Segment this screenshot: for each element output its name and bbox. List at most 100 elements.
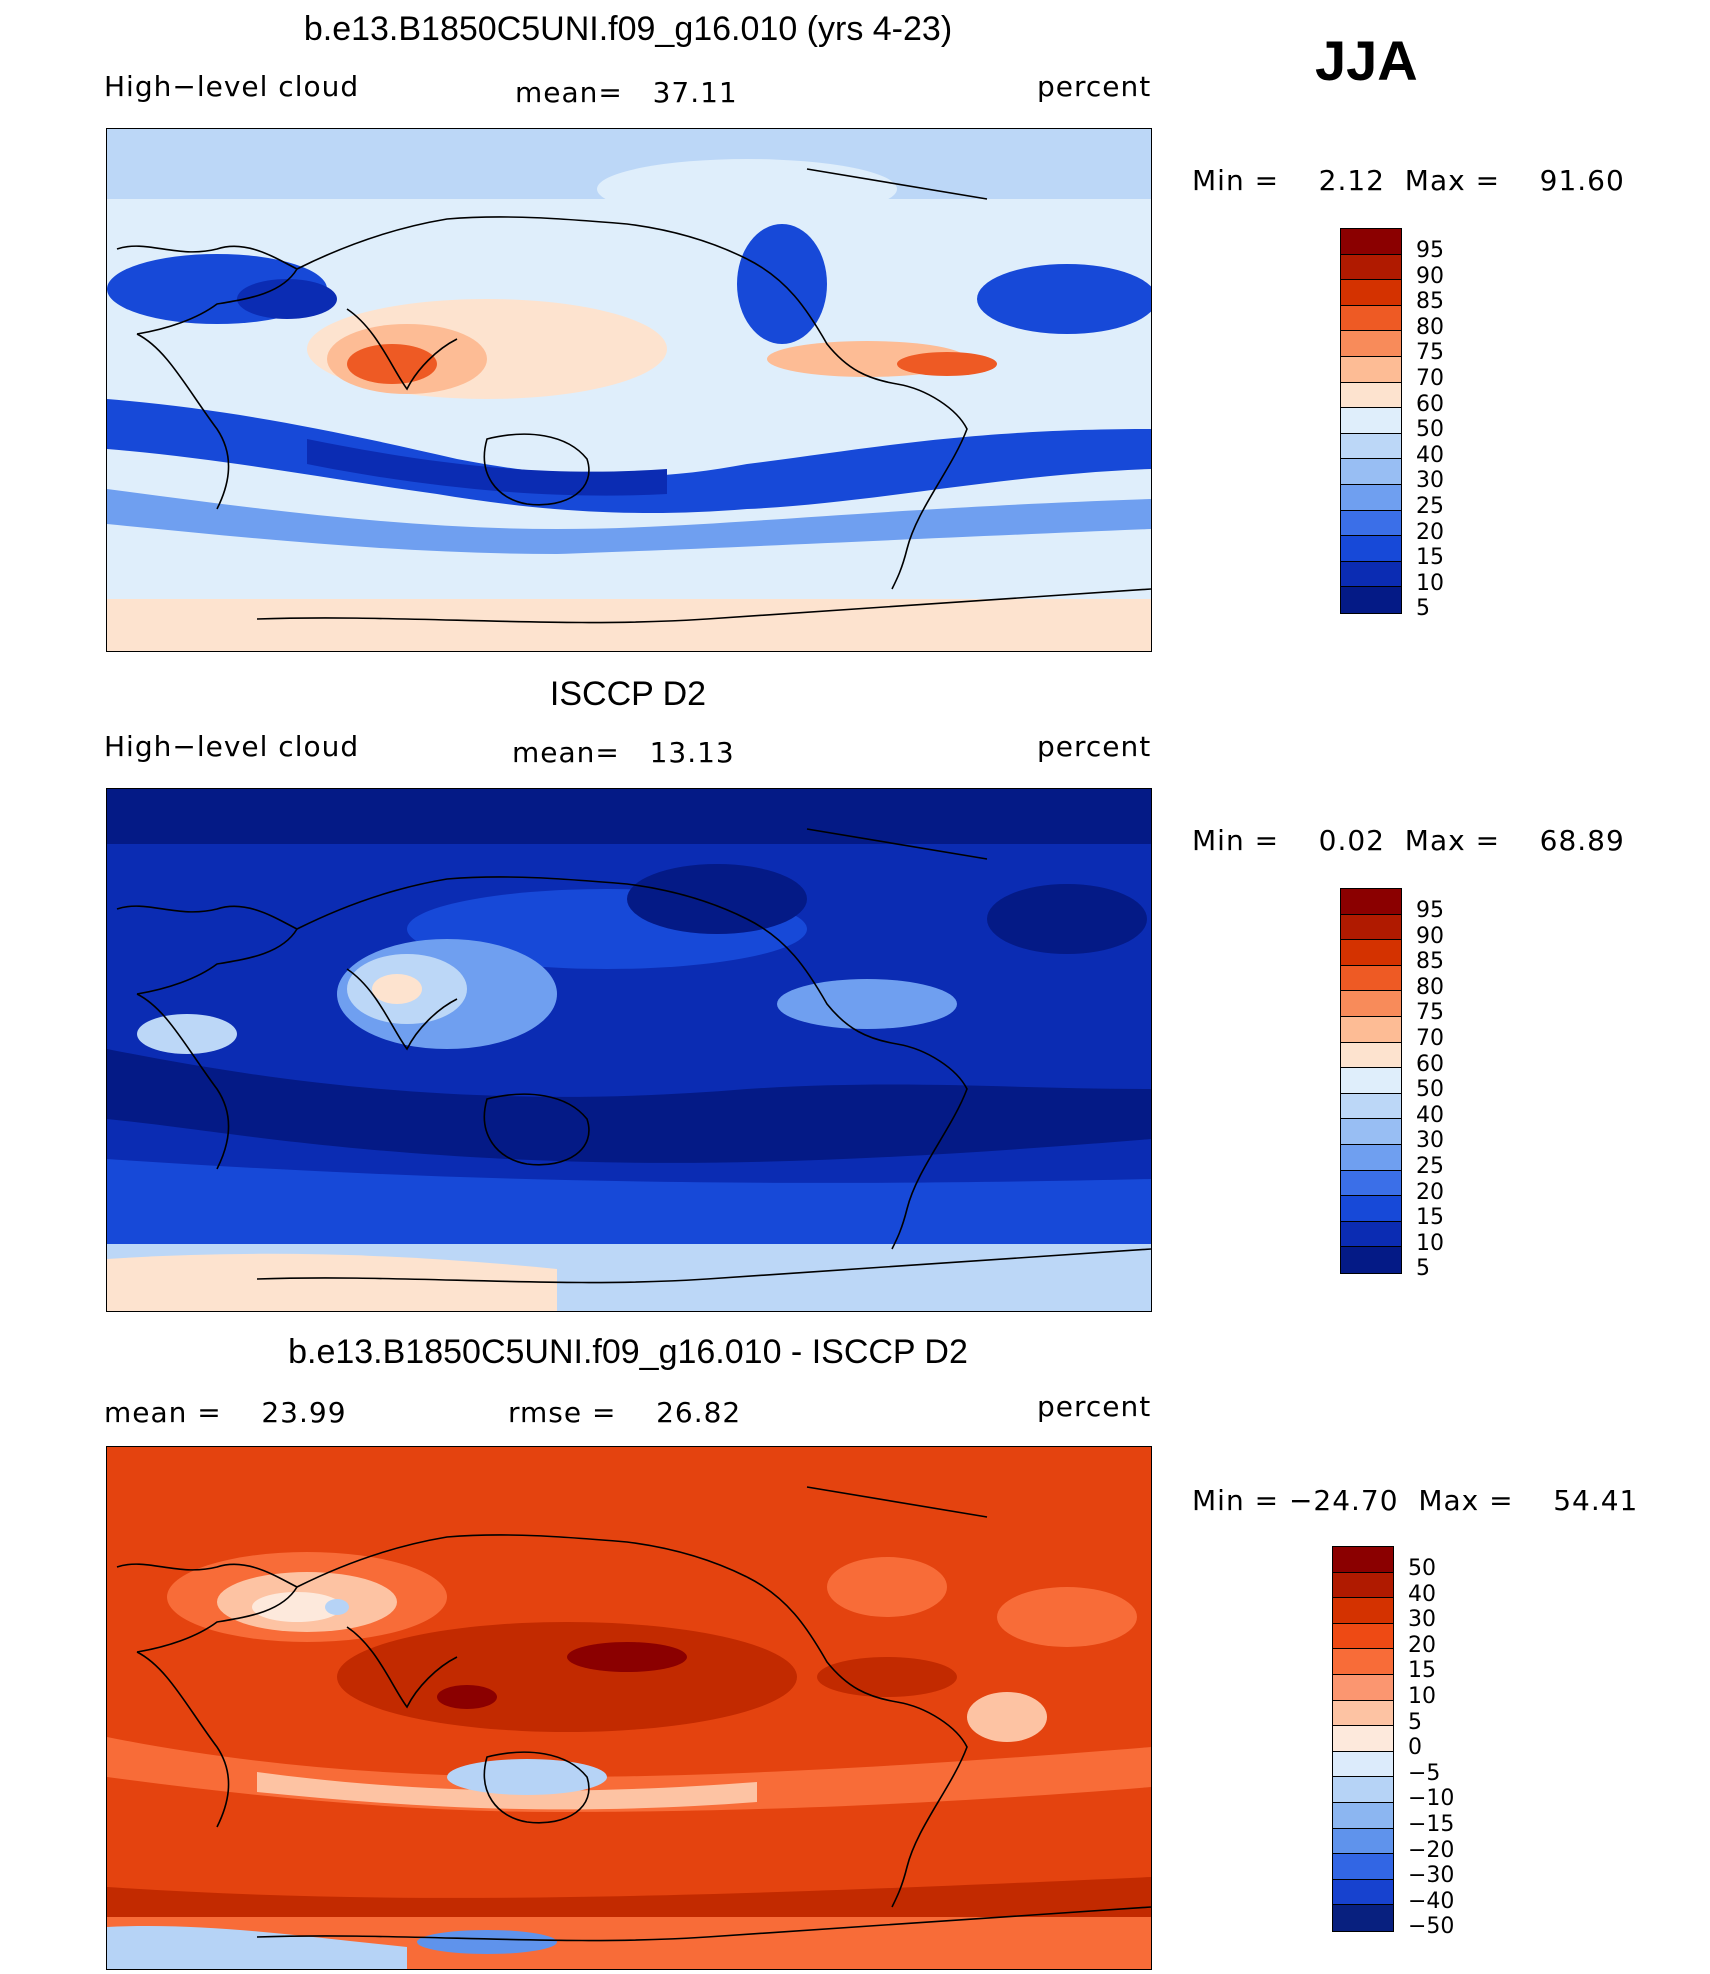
p3-wp-deep bbox=[437, 1685, 497, 1709]
p3-amazon-pale bbox=[967, 1692, 1047, 1742]
colorbar-swatch bbox=[1341, 940, 1401, 966]
panel1-minmax: Min = 2.12 Max = 91.60 bbox=[1192, 164, 1625, 197]
colorbar-swatch bbox=[1341, 991, 1401, 1017]
colorbar-tick-label: −5 bbox=[1408, 1760, 1441, 1786]
p3-namer-light bbox=[827, 1557, 947, 1617]
colorbar-tick-label: −40 bbox=[1408, 1888, 1455, 1914]
colorbar-tick-label: 95 bbox=[1416, 238, 1444, 263]
colorbar-tick-label: 75 bbox=[1416, 1000, 1444, 1026]
colorbar-swatch bbox=[1333, 1905, 1393, 1931]
colorbar-swatch bbox=[1333, 1547, 1393, 1573]
colorbar-swatch bbox=[1341, 254, 1401, 281]
colorbar-swatch bbox=[1341, 587, 1401, 613]
colorbar-tick-label: 25 bbox=[1416, 1154, 1444, 1179]
panel1-mean: mean= 37.11 bbox=[515, 76, 738, 109]
colorbar-tick-label: 60 bbox=[1416, 1051, 1444, 1077]
panel3-units: percent bbox=[1037, 1390, 1152, 1423]
colorbar-tick-label: 25 bbox=[1416, 494, 1444, 519]
colorbar-tick-label: −30 bbox=[1408, 1863, 1455, 1889]
colorbar-tick-label: −50 bbox=[1408, 1914, 1455, 1940]
colorbar-tick-label: 5 bbox=[1416, 596, 1430, 622]
colorbar-tick-label: 5 bbox=[1416, 1256, 1430, 1282]
colorbar-swatch bbox=[1333, 1674, 1393, 1701]
p3-aus-blue bbox=[447, 1759, 607, 1795]
panel3-minmax: Min = −24.70 Max = 54.41 bbox=[1192, 1484, 1639, 1517]
colorbar-swatch bbox=[1341, 1247, 1401, 1273]
colorbar-tick-label: 20 bbox=[1408, 1632, 1436, 1658]
colorbar-swatch bbox=[1341, 229, 1401, 255]
colorbar-tick-label: 10 bbox=[1408, 1684, 1436, 1709]
p2-asia-warm bbox=[372, 974, 422, 1004]
colorbar-tick-label: 40 bbox=[1416, 1102, 1444, 1128]
p3-south-dark bbox=[107, 1877, 1151, 1929]
p3-pac-dark bbox=[337, 1622, 797, 1732]
colorbar-swatch bbox=[1341, 356, 1401, 383]
p1-arctic-warm bbox=[597, 159, 897, 219]
colorbar-tick-label: 15 bbox=[1416, 1205, 1444, 1231]
p3-antarctic-bluer bbox=[417, 1930, 557, 1954]
colorbar-tick-label: 90 bbox=[1416, 923, 1444, 949]
colorbar-swatch bbox=[1333, 1854, 1393, 1880]
colorbar-swatch bbox=[1333, 1726, 1393, 1752]
p1-base bbox=[107, 129, 1151, 651]
colorbar-swatch bbox=[1341, 1093, 1401, 1120]
colorbar-tick-label: 30 bbox=[1416, 1128, 1444, 1154]
colorbar-tick-label: 50 bbox=[1416, 417, 1444, 443]
panel2-minmax: Min = 0.02 Max = 68.89 bbox=[1192, 824, 1625, 857]
colorbar-tick-label: 20 bbox=[1416, 1179, 1444, 1205]
colorbar-swatch bbox=[1341, 536, 1401, 562]
colorbar-swatch bbox=[1341, 433, 1401, 460]
panel2-map bbox=[106, 788, 1152, 1312]
panel3-mean: mean = 23.99 bbox=[104, 1396, 347, 1429]
colorbar-tick-label: 50 bbox=[1408, 1556, 1436, 1581]
colorbar-swatch bbox=[1341, 1196, 1401, 1222]
p1-deep-band bbox=[307, 439, 667, 496]
colorbar-tick-label: 40 bbox=[1416, 442, 1444, 468]
p3-coastlines bbox=[116, 1486, 1151, 1942]
panel2-variable: High−level cloud bbox=[104, 730, 360, 763]
colorbar-swatch bbox=[1341, 1016, 1401, 1043]
colorbar-swatch bbox=[1341, 305, 1401, 332]
colorbar-tick-label: 60 bbox=[1416, 391, 1444, 417]
colorbar-tick-label: −10 bbox=[1408, 1786, 1455, 1812]
colorbar-swatch bbox=[1341, 382, 1401, 409]
p3-itcz-dark bbox=[817, 1657, 957, 1697]
colorbar-swatch bbox=[1341, 561, 1401, 588]
season-label: JJA bbox=[1315, 29, 1418, 92]
p2-deep-band bbox=[107, 1049, 1151, 1163]
colorbar-tick-label: 30 bbox=[1416, 468, 1444, 494]
panel2-units: percent bbox=[1037, 730, 1152, 763]
colorbar-tick-label: 80 bbox=[1416, 974, 1444, 1000]
colorbar-tick-label: 95 bbox=[1416, 898, 1444, 923]
colorbar-swatch bbox=[1341, 1144, 1401, 1171]
p2-npac-deep bbox=[627, 864, 807, 934]
panel1-variable: High−level cloud bbox=[104, 70, 360, 103]
colorbar-swatch bbox=[1341, 1170, 1401, 1197]
colorbar-swatch bbox=[1333, 1777, 1393, 1803]
colorbar-tick-label: −15 bbox=[1408, 1812, 1455, 1837]
colorbar-tick-label: 40 bbox=[1408, 1581, 1436, 1607]
p2-coastlines bbox=[116, 828, 1151, 1284]
colorbar-tick-label: 85 bbox=[1416, 289, 1444, 315]
p1-antarctic bbox=[107, 599, 1151, 651]
colorbar-swatch bbox=[1341, 459, 1401, 485]
colorbar-swatch bbox=[1341, 1119, 1401, 1145]
panel3-map bbox=[106, 1446, 1152, 1970]
panel3-rmse: rmse = 26.82 bbox=[508, 1396, 742, 1429]
colorbar-swatch bbox=[1341, 1068, 1401, 1094]
p3-natl-light bbox=[997, 1587, 1137, 1647]
colorbar-swatch bbox=[1333, 1879, 1393, 1906]
colorbar-tick-label: 50 bbox=[1416, 1077, 1444, 1103]
p2-natl-deep bbox=[987, 884, 1147, 954]
panel1-title: b.e13.B1850C5UNI.f09_g16.010 (yrs 4-23) bbox=[303, 10, 953, 48]
p2-antarctic-warm bbox=[107, 1253, 557, 1311]
p2-south-mid bbox=[107, 1159, 1151, 1256]
colorbar-tick-label: 15 bbox=[1416, 545, 1444, 571]
panel1-units: percent bbox=[1037, 70, 1152, 103]
colorbar-tick-label: 5 bbox=[1408, 1709, 1422, 1735]
p3-antarctic-blue bbox=[107, 1926, 407, 1969]
colorbar-tick-label: 30 bbox=[1408, 1607, 1436, 1633]
panel3-title: b.e13.B1850C5UNI.f09_g16.010 - ISCCP D2 bbox=[288, 1333, 968, 1371]
colorbar-swatch bbox=[1341, 965, 1401, 992]
p3-eurasia-white bbox=[252, 1592, 342, 1622]
